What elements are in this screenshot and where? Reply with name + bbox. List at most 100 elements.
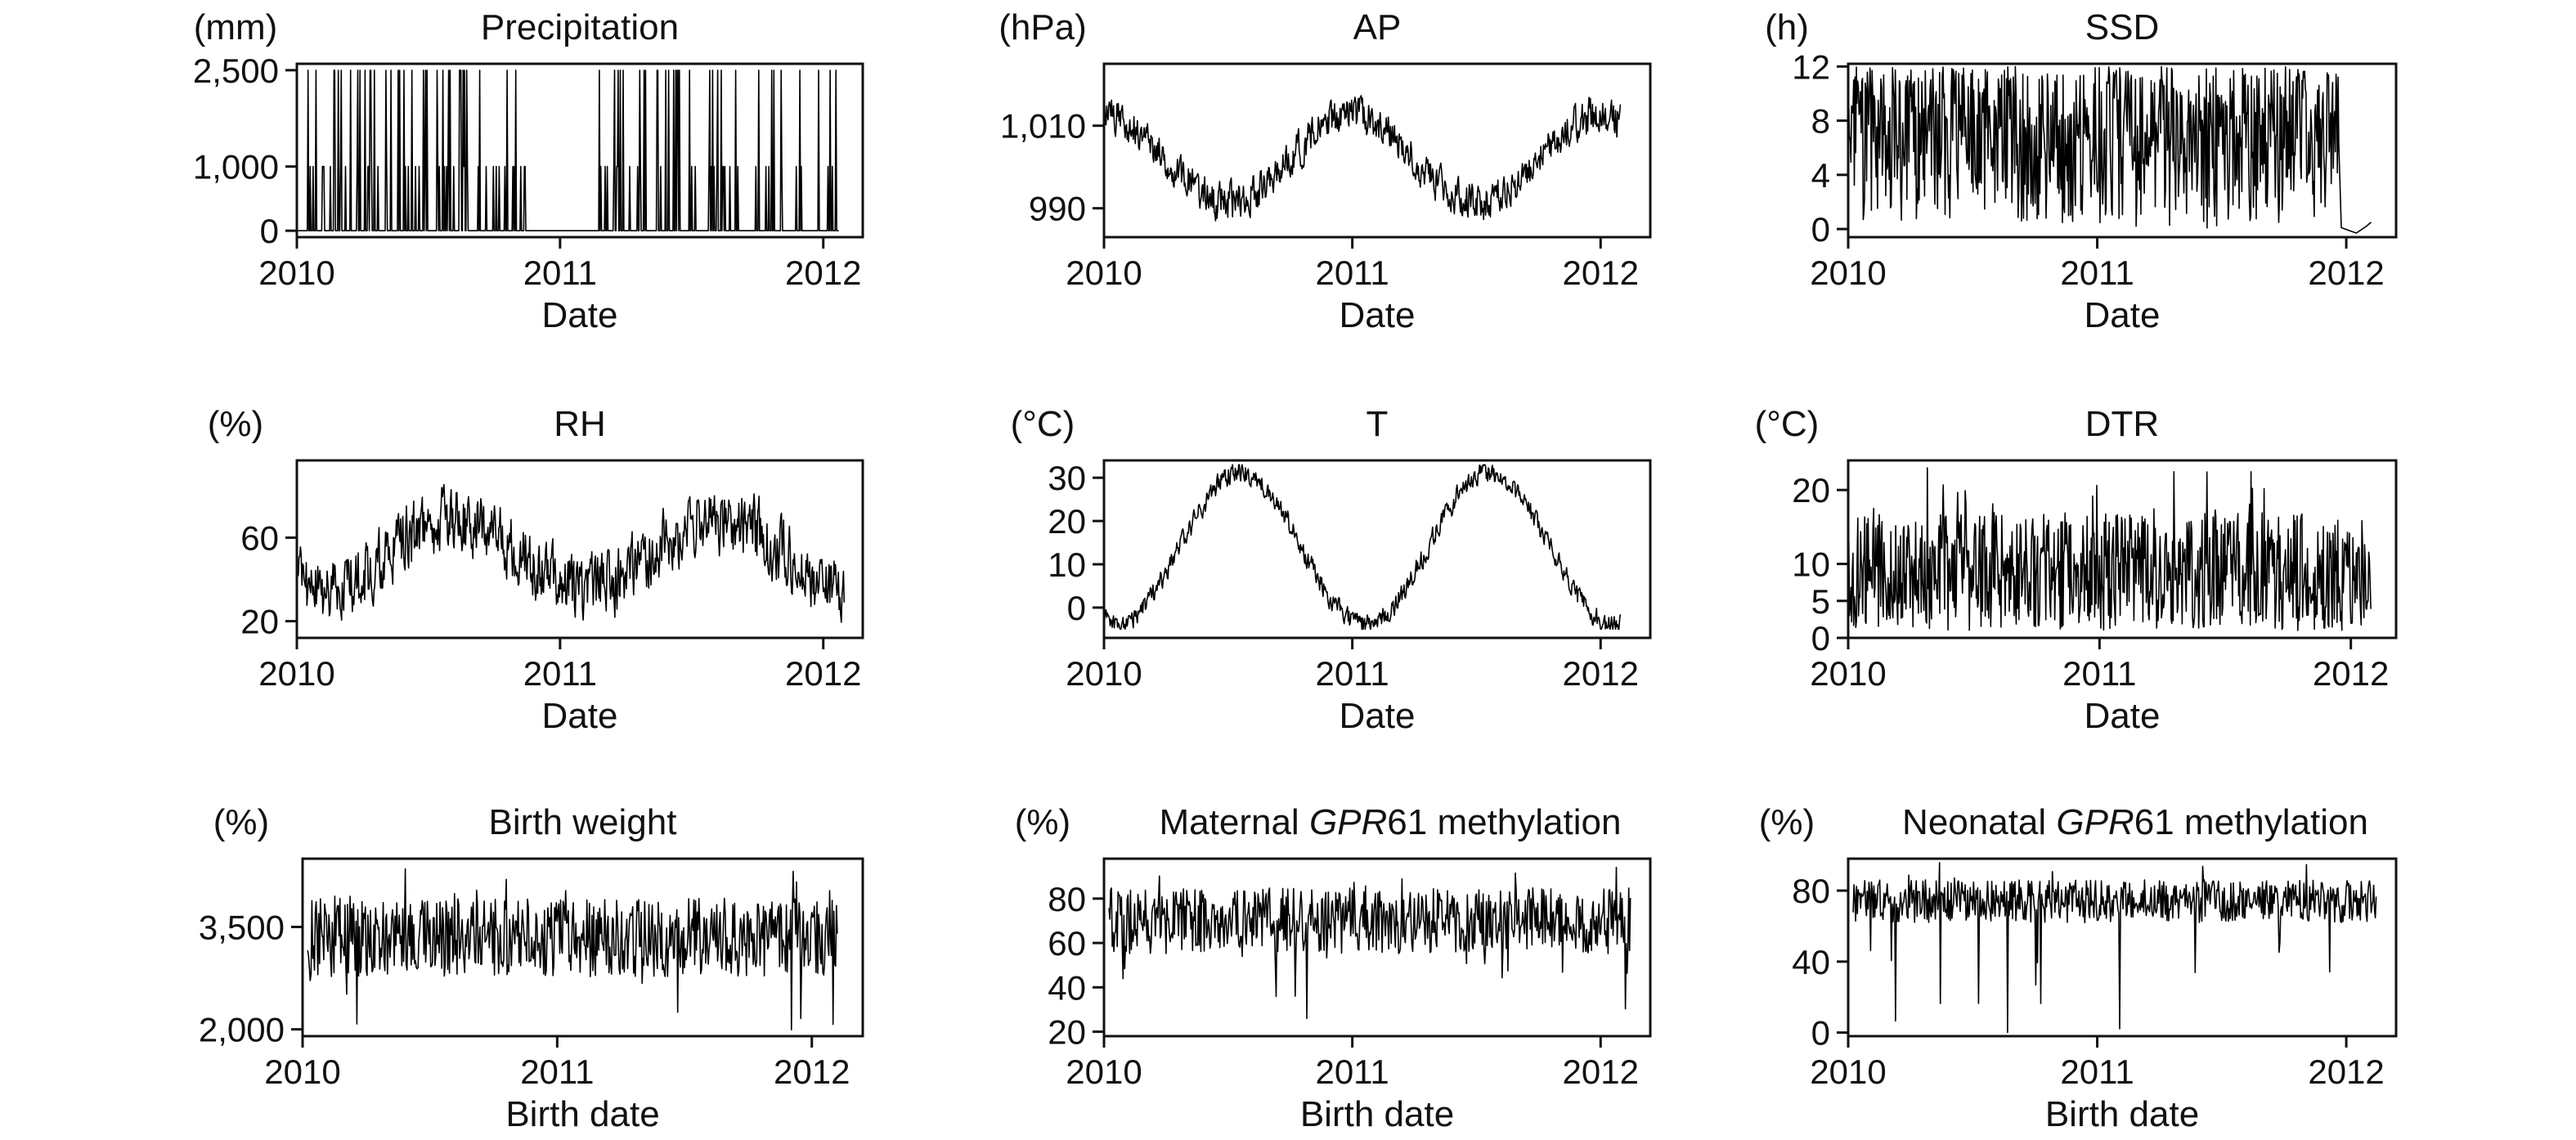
x-axis-label: Date: [2085, 295, 2161, 335]
plot-frame: [1847, 857, 2398, 1038]
x-tick-label: 2011: [1315, 254, 1389, 292]
y-tick-label: 20: [1048, 1013, 1086, 1052]
y-unit-label: (%): [1759, 802, 1815, 842]
x-tick-label: 2012: [2308, 1052, 2384, 1091]
series-line: [297, 70, 839, 231]
y-unit-label: (hPa): [999, 7, 1087, 47]
x-tick-label: 2012: [2308, 254, 2384, 292]
plot-frame: [1102, 857, 1652, 1038]
y-tick-label: 20: [1048, 502, 1086, 541]
x-tick-label: 2010: [1810, 254, 1886, 292]
chart-panel: Neonatal GPR61 methylation (%) 2010 2011 201…: [1759, 802, 2398, 1134]
x-tick-label: 2012: [1563, 254, 1639, 292]
series-line: [1108, 866, 1631, 1020]
chart-title-part: GPR: [1309, 802, 1387, 842]
x-axis-label: Birth date: [1300, 1094, 1454, 1134]
chart-title-part: GPR: [2056, 802, 2134, 842]
chart-title: Maternal GPR61 methylation: [1160, 802, 1622, 842]
y-tick-label: 20: [240, 603, 279, 641]
x-tick-label: 2010: [1066, 1052, 1142, 1091]
y-unit-label: (°C): [1011, 404, 1075, 444]
x-tick-label: 2010: [1066, 254, 1142, 292]
y-tick-label: 5: [1811, 582, 1830, 621]
x-tick-label: 2011: [523, 654, 597, 693]
chart-panel: T (°C) 2010 2011 2012 0 10 20 30 Date: [1011, 404, 1652, 736]
chart-title-part: Maternal: [1160, 802, 1309, 842]
y-tick-label: 40: [1048, 968, 1086, 1007]
plot-frame: [1847, 459, 2398, 640]
chart-title: AP: [1353, 7, 1402, 47]
x-tick-label: 2010: [258, 654, 334, 693]
x-tick-label: 2012: [774, 1052, 850, 1091]
x-tick-label: 2010: [1066, 654, 1142, 693]
x-tick-label: 2011: [523, 254, 597, 292]
y-tick-label: 0: [1811, 1014, 1830, 1052]
chart-panel: Precipitation (mm) 2010 2011 2012 0 1,000 2,500…: [193, 7, 864, 335]
y-tick-label: 12: [1792, 47, 1830, 86]
chart-title: RH: [554, 404, 606, 444]
chart-title-part: 61 methylation: [2134, 802, 2368, 842]
y-tick-label: 1,000: [193, 148, 279, 186]
plot-frame: [295, 459, 864, 640]
chart-title: SSD: [2085, 7, 2159, 47]
chart-title: Birth weight: [489, 802, 677, 842]
series-line: [1104, 95, 1622, 222]
y-unit-label: (°C): [1755, 404, 1820, 444]
chart-title: Precipitation: [481, 7, 679, 47]
x-tick-label: 2010: [1810, 1052, 1886, 1091]
x-tick-label: 2012: [785, 654, 861, 693]
y-unit-label: (mm): [194, 7, 278, 47]
plot-frame: [295, 62, 864, 239]
x-tick-label: 2010: [1810, 654, 1886, 693]
x-tick-label: 2010: [264, 1052, 340, 1091]
x-tick-label: 2011: [1315, 654, 1389, 693]
y-tick-label: 8: [1811, 102, 1830, 141]
chart-title: DTR: [2085, 404, 2159, 444]
y-tick-label: 80: [1048, 880, 1086, 918]
plot-frame: [1102, 459, 1652, 640]
series-line: [1848, 65, 2372, 234]
chart-panel: SSD (h) 2010 2011 2012 0 4 8 12 Date: [1765, 7, 2398, 335]
y-tick-label: 3,500: [199, 908, 285, 946]
y-unit-label: (h): [1765, 7, 1809, 47]
y-tick-label: 1,010: [1000, 107, 1086, 146]
y-unit-label: (%): [208, 404, 263, 444]
x-tick-label: 2011: [2060, 1052, 2134, 1091]
x-axis-label: Birth date: [2045, 1094, 2199, 1134]
x-tick-label: 2011: [520, 1052, 594, 1091]
y-tick-label: 80: [1792, 872, 1830, 910]
chart-title: T: [1367, 404, 1389, 444]
y-tick-label: 990: [1029, 190, 1086, 228]
y-unit-label: (%): [213, 802, 269, 842]
y-tick-label: 10: [1792, 545, 1830, 584]
series-line: [1104, 464, 1622, 631]
y-tick-label: 30: [1048, 459, 1086, 497]
x-tick-label: 2011: [2062, 654, 2136, 693]
x-tick-label: 2012: [785, 254, 861, 292]
x-axis-label: Date: [1340, 696, 1416, 736]
series-line: [1852, 862, 2377, 1034]
chart-panel: AP (hPa) 2010 2011 2012 990 1,010 Date: [999, 7, 1652, 335]
y-tick-label: 0: [260, 212, 279, 250]
chart-panel: RH (%) 2010 2011 2012 20 60 Date: [208, 404, 864, 736]
chart-title-part: 61 methylation: [1387, 802, 1621, 842]
chart-title: Neonatal GPR61 methylation: [1902, 802, 2368, 842]
series-line: [297, 483, 846, 623]
x-axis-label: Birth date: [505, 1094, 659, 1134]
chart-panel: Maternal GPR61 methylation (%) 2010 2011 201…: [1015, 802, 1652, 1134]
y-tick-label: 60: [1048, 924, 1086, 963]
x-axis-label: Date: [542, 696, 618, 736]
plot-frame: [301, 857, 864, 1038]
x-axis-label: Date: [542, 295, 618, 335]
x-tick-label: 2011: [2060, 254, 2134, 292]
x-tick-label: 2012: [1563, 654, 1639, 693]
plot-frame: [1102, 62, 1652, 239]
y-tick-label: 0: [1811, 619, 1830, 658]
y-tick-label: 4: [1811, 156, 1830, 195]
y-tick-label: 2,500: [193, 52, 279, 90]
x-tick-label: 2011: [1315, 1052, 1389, 1091]
x-tick-label: 2012: [2313, 654, 2389, 693]
series-line: [307, 868, 838, 1030]
series-line: [1848, 467, 2372, 631]
